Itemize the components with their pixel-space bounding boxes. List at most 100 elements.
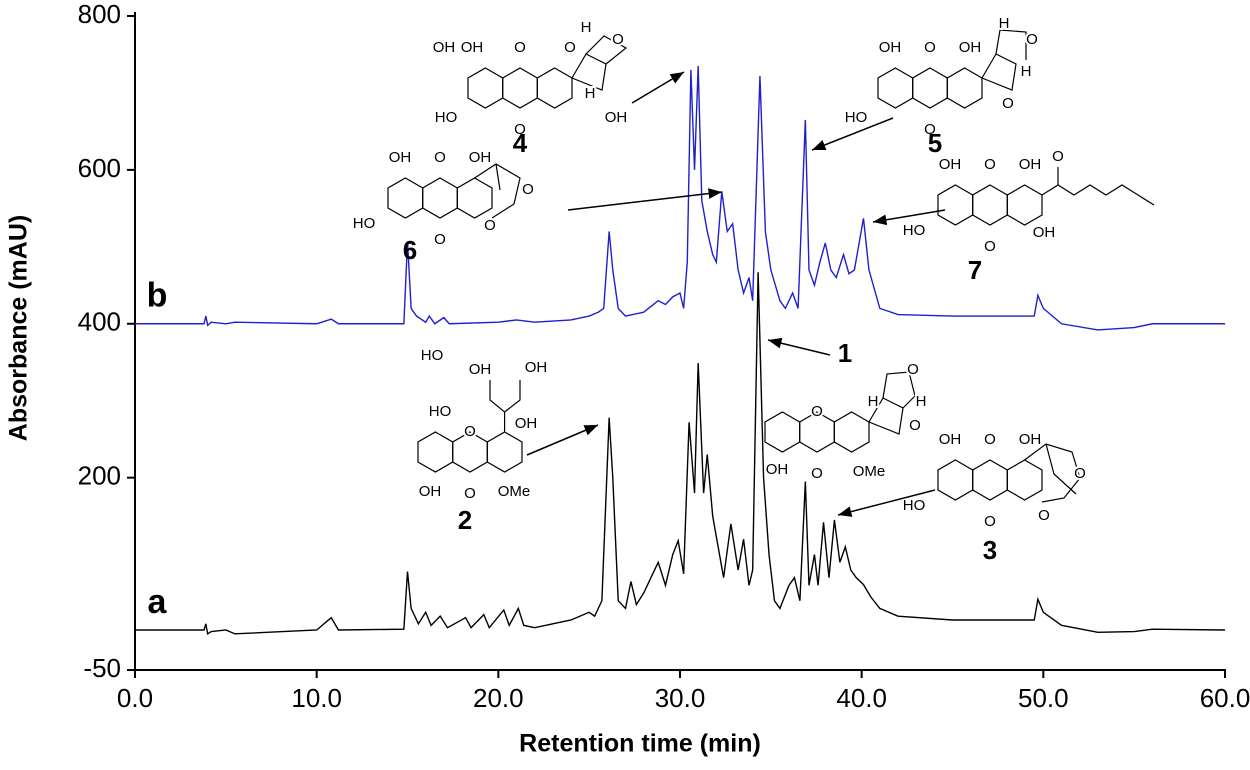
- arrow: [767, 337, 831, 356]
- ring: [456, 177, 493, 219]
- compound-label: 6: [403, 235, 417, 265]
- atom-label: OMe: [853, 463, 886, 480]
- y-axis-title: Absorbance (mAU): [5, 215, 33, 441]
- atom-label: O: [984, 156, 996, 173]
- ring: [937, 184, 974, 226]
- x-tick-label: 60.0: [1200, 683, 1250, 713]
- side-chain: [571, 35, 628, 91]
- atom-label: OH: [1019, 156, 1042, 173]
- ring: [833, 411, 870, 453]
- ring: [877, 67, 914, 109]
- compound-label: 1: [838, 338, 852, 368]
- atom-label: OH: [939, 431, 962, 448]
- atom-label: OH: [433, 39, 456, 56]
- x-tick-label: 20.0: [473, 683, 524, 713]
- atom-label: OH: [525, 359, 548, 376]
- atom-label: H: [585, 85, 596, 102]
- side-chain: [981, 29, 1027, 91]
- ring: [937, 459, 974, 501]
- ring: [422, 177, 458, 219]
- x-tick-label: 30.0: [655, 683, 706, 713]
- structure: HO OH HO OH O OH OH O OMe: [417, 345, 550, 504]
- atom-label: OH: [515, 415, 538, 432]
- atom-label: OH: [605, 109, 628, 126]
- atom-label: O: [434, 231, 446, 248]
- ring: [946, 67, 983, 109]
- arrow: [872, 209, 946, 226]
- atom-label: O: [1026, 31, 1038, 48]
- atom-label: OH: [419, 483, 442, 500]
- x-tick-label: 10.0: [291, 683, 342, 713]
- atom-label: OH: [766, 461, 789, 478]
- ring: [764, 411, 801, 453]
- atom-label: OH: [389, 149, 412, 166]
- compound-label: 5: [928, 128, 942, 158]
- atom-label: O: [984, 431, 996, 448]
- y-tick-label: 400: [78, 307, 121, 337]
- atom-label: H: [868, 393, 879, 410]
- ring: [387, 177, 424, 219]
- atom-label: O: [924, 39, 936, 56]
- atom-label: OH: [959, 39, 982, 56]
- atom-label: HO: [421, 347, 444, 364]
- side-chain: [1041, 167, 1155, 206]
- x-tick-label: 50.0: [1018, 683, 1069, 713]
- atom-label: O: [484, 217, 496, 234]
- atom-label: HO: [429, 403, 452, 420]
- x-tick-label: 40.0: [836, 683, 887, 713]
- y-tick-label: 200: [78, 461, 121, 491]
- trace-line: [135, 65, 1225, 331]
- ring: [536, 67, 573, 109]
- atom-label: H: [916, 393, 927, 410]
- trace-label: a: [148, 583, 168, 621]
- arrow: [567, 188, 723, 211]
- ring: [1006, 184, 1043, 226]
- ring: [1006, 459, 1043, 501]
- structure: OH O OH HO O O O: [351, 147, 536, 250]
- atom-label: O: [564, 39, 576, 56]
- atom-label: O: [924, 121, 936, 138]
- side-chain: [474, 163, 521, 219]
- compound-label: 4: [513, 128, 528, 158]
- ring: [972, 184, 1008, 226]
- atom-label: O: [522, 181, 534, 198]
- atom-label: O: [514, 121, 526, 138]
- atom-label: O: [1074, 465, 1086, 482]
- atom-label: HO: [903, 222, 926, 239]
- atom-label: H: [1021, 63, 1032, 80]
- atom-label: O: [984, 238, 996, 255]
- trace-label: b: [147, 277, 168, 315]
- compound-label: 2: [458, 505, 472, 535]
- atom-label: O: [1052, 148, 1064, 165]
- atom-label: OMe: [498, 483, 531, 500]
- atom-label: H: [999, 15, 1010, 32]
- atom-label: H: [581, 19, 592, 36]
- arrow: [811, 117, 894, 151]
- y-tick-label: 800: [78, 0, 121, 29]
- arrow: [631, 71, 685, 104]
- atom-label: O: [464, 485, 476, 502]
- atom-label: OH: [469, 361, 492, 378]
- ring: [486, 431, 523, 473]
- y-tick-label: 600: [78, 153, 121, 183]
- atom-label: O: [811, 403, 823, 420]
- ring: [912, 67, 948, 109]
- ring: [502, 67, 538, 109]
- atom-label: O: [1002, 95, 1014, 112]
- side-chain: [489, 380, 521, 432]
- side-chain: [1024, 443, 1081, 503]
- atom-label: O: [612, 31, 624, 48]
- atom-label: OH: [461, 39, 484, 56]
- atom-label: O: [811, 465, 823, 482]
- atom-label: HO: [435, 109, 458, 126]
- atom-label: HO: [353, 215, 376, 232]
- atom-label: OH: [1019, 431, 1042, 448]
- trace-line: [135, 272, 1226, 635]
- atom-label: OH: [1033, 224, 1056, 241]
- arrow: [526, 424, 599, 456]
